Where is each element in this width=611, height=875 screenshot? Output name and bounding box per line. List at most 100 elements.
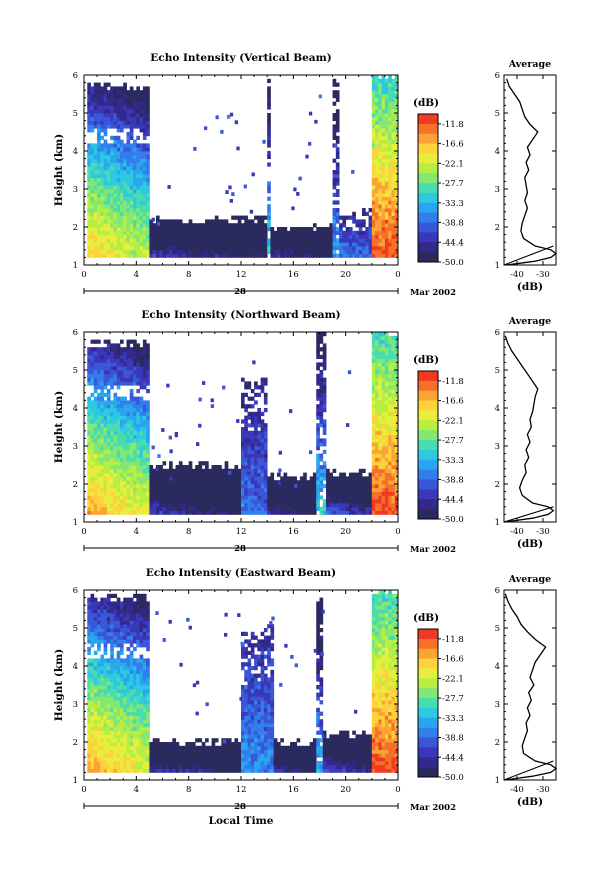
echo-cell: [211, 242, 216, 247]
echo-cell: [142, 419, 147, 424]
echo-cell: [394, 223, 399, 228]
echo-cell: [312, 510, 317, 515]
echo-cell: [100, 658, 105, 663]
echo-cell: [358, 246, 363, 251]
y-tick-label: 3: [73, 185, 78, 195]
echo-cell: [375, 253, 379, 258]
echo-cell: [103, 620, 108, 625]
echo-cell: [126, 139, 131, 144]
echo-cell: [97, 628, 101, 633]
echo-cell: [110, 453, 114, 458]
echo-cell: [345, 423, 350, 427]
echo-cell: [90, 453, 95, 458]
echo-cell: [352, 242, 356, 247]
echo-cell: [126, 377, 131, 382]
echo-cell: [195, 506, 199, 511]
echo-cell: [133, 373, 137, 378]
echo-cell: [378, 120, 383, 125]
echo-cell: [100, 204, 105, 209]
echo-cell: [97, 757, 101, 762]
echo-cell: [283, 491, 288, 496]
colorbar-swatch: [418, 123, 438, 135]
echo-cell: [303, 487, 307, 492]
echo-cell: [97, 419, 101, 424]
echo-cell: [146, 487, 150, 492]
echo-cell: [93, 208, 98, 213]
echo-cell: [257, 242, 262, 247]
echo-cell: [90, 97, 95, 102]
echo-cell: [113, 719, 118, 724]
echo-cell: [116, 480, 121, 485]
echo-cell: [378, 162, 383, 167]
echo-cell: [113, 105, 118, 110]
echo-cell: [388, 491, 392, 496]
echo-cell: [169, 476, 173, 481]
echo-cell: [103, 373, 108, 378]
echo-cell: [97, 82, 101, 87]
echo-cell: [260, 491, 265, 496]
echo-cell: [161, 428, 165, 432]
echo-cell: [116, 461, 121, 466]
echo-cell: [257, 495, 262, 500]
echo-cell: [322, 381, 327, 386]
echo-cell: [286, 499, 291, 504]
echo-cell: [93, 419, 98, 424]
echo-cell: [113, 113, 118, 118]
echo-cell: [90, 476, 95, 481]
echo-cell: [391, 238, 396, 243]
echo-cell: [378, 385, 383, 390]
echo-cell: [260, 381, 265, 386]
echo-cell: [347, 370, 352, 375]
colorbar-swatch: [418, 143, 438, 154]
echo-cell: [381, 389, 386, 394]
echo-cell: [106, 495, 111, 500]
echo-cell: [375, 90, 379, 95]
echo-cell: [136, 120, 140, 125]
echo-cell: [335, 495, 340, 500]
echo-cell: [388, 377, 392, 382]
echo-cell: [129, 461, 134, 466]
echo-cell: [388, 461, 392, 466]
echo-cell: [159, 246, 163, 251]
echo-cell: [378, 124, 383, 129]
echo-cell: [358, 503, 363, 508]
echo-cell: [388, 506, 392, 511]
echo-cell: [283, 234, 288, 239]
echo-cell: [175, 480, 180, 485]
echo-cell: [100, 635, 105, 640]
echo-cell: [129, 238, 134, 243]
echo-cell: [391, 392, 396, 397]
echo-cell: [362, 480, 366, 485]
echo-cell: [185, 242, 190, 247]
echo-cell: [175, 246, 180, 251]
echo-cell: [263, 400, 268, 405]
echo-cell: [319, 487, 324, 492]
echo-cell: [381, 495, 386, 500]
echo-cell: [87, 158, 91, 163]
echo-cell: [224, 219, 229, 224]
echo-cell: [123, 503, 127, 508]
echo-cell: [319, 411, 324, 416]
echo-cell: [381, 124, 386, 129]
echo-cell: [100, 113, 105, 118]
echo-cell: [388, 335, 392, 340]
echo-cell: [103, 347, 108, 352]
echo-cell: [178, 503, 183, 508]
echo-cell: [309, 506, 314, 511]
echo-cell: [201, 468, 206, 473]
echo-cell: [257, 415, 262, 420]
echo-cell: [182, 491, 186, 496]
echo-cell: [103, 113, 108, 118]
echo-cell: [136, 166, 140, 171]
echo-cell: [316, 404, 320, 409]
echo-cell: [355, 484, 360, 489]
echo-cell: [381, 430, 386, 435]
echo-cell: [90, 113, 95, 118]
echo-cell: [123, 101, 127, 106]
echo-cell: [110, 219, 114, 224]
echo-cell: [133, 185, 137, 190]
echo-cell: [142, 506, 147, 511]
echo-cell: [178, 487, 183, 492]
echo-cell: [391, 105, 396, 110]
echo-cell: [375, 381, 379, 386]
